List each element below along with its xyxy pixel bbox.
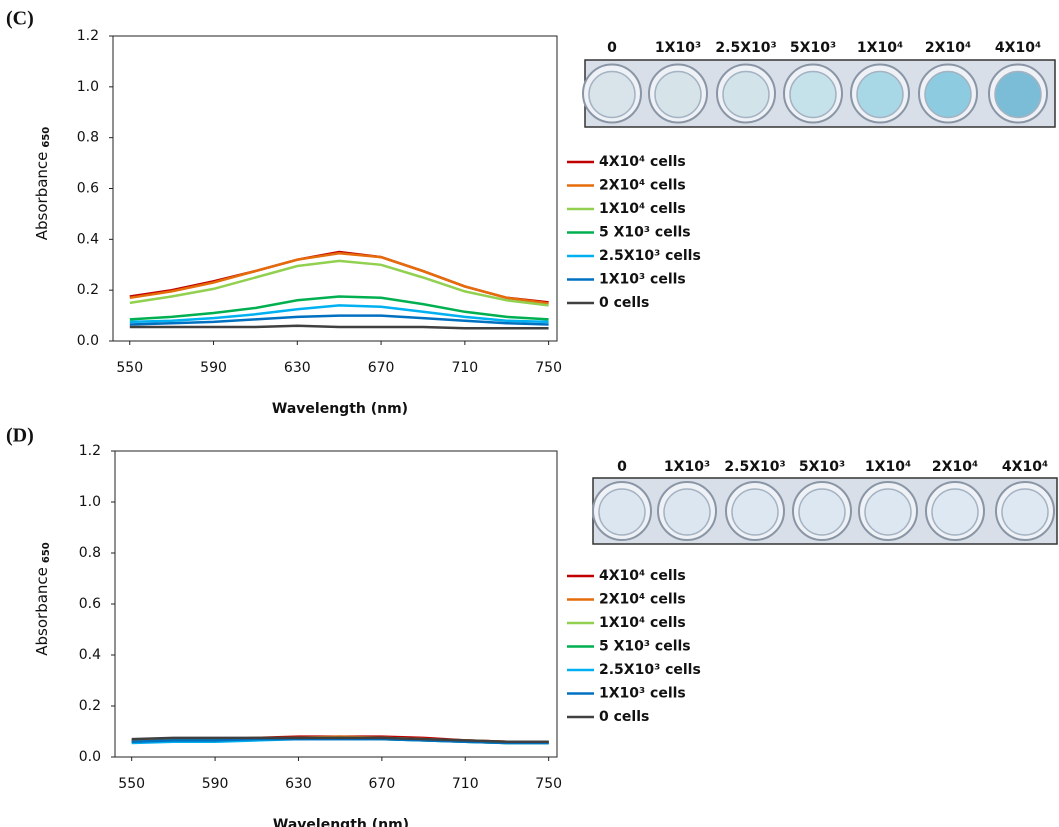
x-axis-label: Wavelength (nm) [273,817,409,827]
well-liquid [931,488,979,536]
well-liquid [924,70,972,119]
legend-label: 1X10⁴ cells [599,201,686,217]
data-line [129,295,549,321]
x-tick-label: 710 [451,360,478,376]
panel-label: (C) [6,8,34,30]
legend-label: 1X10³ cells [599,686,686,702]
y-axis-label-subscript: 650 [41,542,52,563]
y-tick-label: 0.2 [77,282,99,298]
plot-frame [114,450,558,758]
well-label: 1X10³ [664,459,710,475]
well-label: 0 [617,459,627,475]
well-liquid [994,70,1042,119]
x-tick-label: 710 [452,776,479,792]
data-line [129,324,549,330]
y-tick-label: 0.0 [79,749,101,765]
well-label: 2.5X10³ [724,459,785,475]
y-tick-label: 0.4 [79,647,101,663]
x-tick-label: 750 [535,776,562,792]
well-liquid [864,488,912,536]
legend-label: 4X10⁴ cells [599,154,686,170]
data-line [129,304,549,324]
x-tick-label: 590 [202,776,229,792]
well-label: 1X10⁴ [865,459,911,475]
y-axis-label-main: Absorbance [33,567,51,656]
well-label: 4X10⁴ [1002,459,1048,475]
legend-label: 2.5X10³ cells [599,662,701,678]
legend-label: 4X10⁴ cells [599,568,686,584]
well-liquid [663,488,711,536]
well-liquid [789,70,837,119]
data-line [129,314,549,326]
y-tick-label: 1.0 [77,79,99,95]
legend-label: 5 X10³ cells [599,225,691,241]
y-axis-label-subscript: 650 [41,127,52,148]
y-tick-label: 0.6 [79,596,101,612]
well-liquid [722,70,770,119]
y-tick-label: 1.2 [79,443,101,459]
y-axis-label: Absorbance 650 [33,542,53,656]
y-tick-label: 0.8 [79,545,101,561]
x-tick-label: 630 [284,360,311,376]
y-tick-label: 0.4 [77,231,99,247]
data-line [129,252,549,305]
y-axis-label-main: Absorbance [33,152,51,241]
well-label: 2X10⁴ [932,459,978,475]
well-label: 2X10⁴ [925,40,971,56]
x-tick-label: 670 [368,360,395,376]
x-tick-label: 550 [118,776,145,792]
legend-label: 0 cells [599,709,649,725]
x-tick-label: 630 [285,776,312,792]
x-tick-label: 670 [369,776,396,792]
legend-label: 1X10³ cells [599,272,686,288]
well-label: 1X10⁴ [857,40,903,56]
y-tick-label: 0.2 [79,698,101,714]
well-liquid [798,488,846,536]
x-tick-label: 750 [535,360,562,376]
legend-label: 2X10⁴ cells [599,178,686,194]
x-tick-label: 550 [116,360,143,376]
legend-label: 2X10⁴ cells [599,592,686,608]
well-label: 5X10³ [799,459,845,475]
well-liquid [654,70,702,119]
well-label: 0 [607,40,617,56]
well-liquid [588,70,636,119]
x-tick-label: 590 [200,360,227,376]
y-axis-label: Absorbance 650 [33,127,53,241]
x-axis-label: Wavelength (nm) [272,401,408,417]
well-label: 4X10⁴ [995,40,1041,56]
well-label: 5X10³ [790,40,836,56]
y-tick-label: 1.2 [77,28,99,44]
legend-label: 0 cells [599,295,649,311]
well-liquid [856,70,904,119]
legend-label: 1X10⁴ cells [599,615,686,631]
legend-label: 2.5X10³ cells [599,248,701,264]
well-liquid [731,488,779,536]
well-label: 2.5X10³ [715,40,776,56]
y-tick-label: 0.0 [77,333,99,349]
y-tick-label: 0.8 [77,130,99,146]
data-line [129,259,549,307]
legend-label: 5 X10³ cells [599,639,691,655]
well-label: 1X10³ [655,40,701,56]
y-tick-label: 0.6 [77,181,99,197]
data-line [131,736,549,743]
well-liquid [1001,488,1049,536]
well-liquid [598,488,646,536]
panel-label: (D) [6,425,34,447]
y-tick-label: 1.0 [79,494,101,510]
